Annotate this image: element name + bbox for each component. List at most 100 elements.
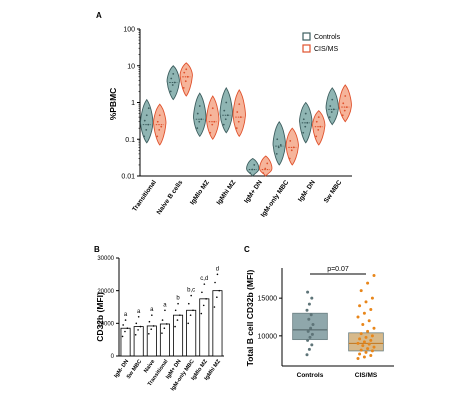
panel-b-letter: B	[94, 245, 100, 254]
point-cis-ms	[356, 356, 360, 360]
point-sw-mbc	[137, 329, 139, 331]
point-cis-ms	[370, 296, 374, 300]
panel-b-y-tick-label: 20000	[97, 289, 114, 295]
point-cis-ms	[362, 311, 366, 315]
annotation-igmhi-mz: d	[216, 266, 219, 272]
point-controls	[309, 326, 313, 330]
point-cis-ms-naive-b-cells	[183, 71, 186, 74]
point-controls	[310, 343, 314, 347]
point-igmlo-mz	[201, 291, 203, 294]
point-controls-igmlo-mz	[198, 120, 201, 123]
panel-c-x-tick-label: Controls	[297, 372, 324, 379]
point-cis-ms-igmlo-mz	[209, 131, 212, 134]
panel-a-x-tick-label: Transitional	[131, 179, 158, 213]
point-cis-ms-igm-only-mbc	[289, 140, 292, 142]
point-cis-ms	[367, 319, 371, 323]
point-cis-ms-igm-only-mbc	[288, 157, 291, 160]
bar-igmlo-mz	[199, 298, 210, 357]
point-cis-ms-naive-b-cells	[182, 86, 185, 89]
point-cis-ms-igm-dn	[317, 116, 320, 119]
violin-cis-ms-igm-dn	[259, 155, 273, 177]
legend-label-cis-ms: CIS/MS	[314, 46, 338, 53]
point-controls-igmlo-mz	[196, 112, 199, 115]
point-igmlo-mz	[202, 304, 205, 307]
point-controls-sw-mbc	[329, 105, 332, 107]
point-igmlo-mz	[205, 298, 207, 300]
point-controls-igmlo-mz	[196, 127, 199, 130]
panel-a-y-tick-label: 10	[127, 63, 135, 70]
point-cis-ms-sw-mbc	[342, 102, 345, 105]
panel-a-x-tick-label: IgM- DN	[297, 179, 317, 203]
point-controls-igm-only-mbc	[277, 146, 280, 149]
panel-b-y-tick-label: 0	[111, 354, 115, 360]
point-igmhi-mz	[214, 281, 216, 284]
violin-cis-ms-sw-mbc	[338, 84, 352, 123]
point-transitional	[164, 309, 166, 312]
point-controls-igm-only-mbc	[279, 144, 282, 146]
panel-a-x-tick-label: IgMhi MZ	[215, 179, 237, 206]
point-controls-igm-dn	[302, 131, 305, 134]
point-cis-ms-transitional	[160, 125, 163, 128]
point-controls-igmhi-mz	[224, 118, 227, 121]
point-cis-ms	[364, 335, 368, 339]
point-cis-ms	[369, 353, 373, 357]
point-cis-ms-transitional	[156, 135, 159, 138]
point-controls	[309, 313, 313, 317]
point-controls-igm-only-mbc	[275, 152, 278, 155]
point-controls-sw-mbc	[330, 111, 333, 113]
panel-a-x-tick-label: IgMlo MZ	[189, 179, 211, 206]
point-igmhi-mz	[218, 289, 221, 292]
panel-a-y-tick-label: 0.01	[121, 174, 135, 181]
point-igmlo-mz	[203, 283, 206, 285]
point-controls-igm-only-mbc	[276, 138, 279, 141]
point-igm-only-mbc	[189, 314, 192, 316]
bar-sw-mbc	[133, 326, 144, 357]
panel-a-y-tick-label: 1	[131, 100, 135, 107]
point-igmhi-mz	[213, 306, 216, 308]
point-igm-only-mbc	[190, 294, 192, 297]
point-sw-mbc	[139, 325, 142, 328]
point-igm-dn	[124, 330, 126, 333]
point-cis-ms-igm-dn	[266, 162, 269, 165]
point-cis-ms-sw-mbc	[343, 109, 346, 112]
bar-naive	[146, 325, 157, 357]
point-naive	[148, 332, 150, 335]
point-controls-igm-dn	[304, 112, 307, 115]
point-cis-ms	[370, 334, 374, 338]
point-controls	[307, 302, 311, 306]
violin-controls-igm-only-mbc	[272, 120, 286, 166]
point-cis-ms-transitional	[158, 114, 161, 117]
point-cis-ms-naive-b-cells	[184, 80, 187, 83]
point-cis-ms	[358, 337, 362, 341]
violin-controls-igmhi-mz	[219, 87, 233, 134]
point-transitional	[161, 319, 164, 321]
violin-cis-ms-igmhi-mz	[232, 89, 246, 138]
point-igm-only-mbc	[187, 322, 189, 325]
annotation-igm-only-mbc: b,c	[187, 288, 195, 294]
point-controls-transitional	[143, 135, 146, 138]
point-cis-ms	[364, 300, 368, 304]
panel-a-legend: Controls CIS/MS	[302, 32, 341, 53]
point-controls-sw-mbc	[331, 98, 334, 101]
panel-a-x-tick-label: IgM+ DN	[243, 179, 264, 205]
point-cis-ms-igmlo-mz	[211, 123, 214, 126]
point-controls-transitional	[147, 107, 150, 110]
point-transitional	[165, 323, 168, 325]
point-igm-dn	[121, 335, 124, 338]
point-controls	[306, 290, 310, 294]
point-cis-ms	[362, 355, 366, 359]
point-cis-ms	[364, 350, 368, 354]
point-controls	[310, 296, 314, 300]
point-controls-igm-dn	[304, 125, 307, 128]
point-igm-dn	[176, 319, 179, 321]
box-controls	[292, 312, 328, 341]
point-igm-only-mbc	[187, 302, 190, 305]
point-controls	[307, 347, 311, 351]
point-controls-igmlo-mz	[198, 105, 201, 107]
point-controls-transitional	[143, 119, 146, 122]
bar-transitional	[159, 323, 170, 357]
point-cis-ms	[366, 281, 370, 285]
